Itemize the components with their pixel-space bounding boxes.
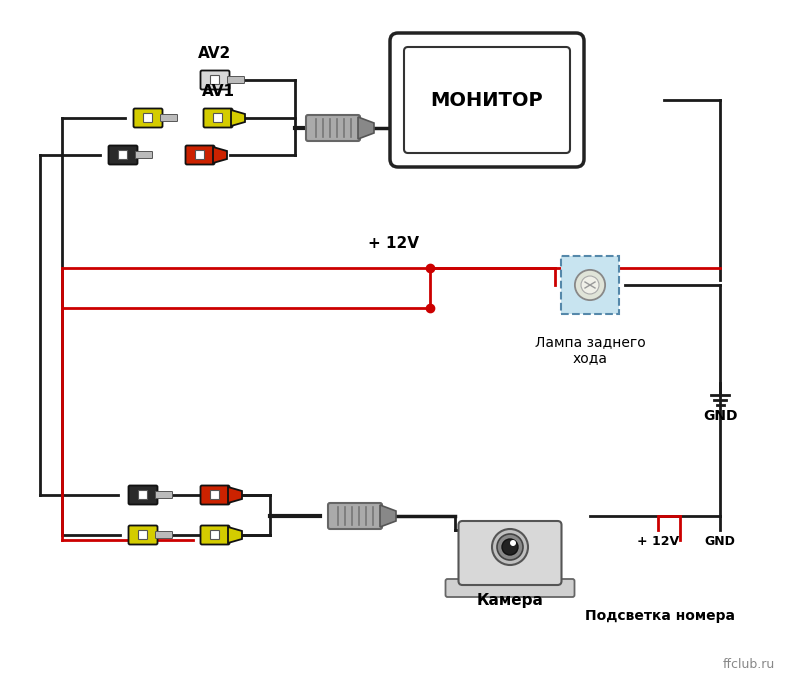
FancyBboxPatch shape	[138, 531, 147, 539]
FancyBboxPatch shape	[195, 151, 205, 160]
FancyBboxPatch shape	[390, 33, 584, 167]
Circle shape	[581, 276, 599, 294]
Polygon shape	[228, 527, 242, 543]
Text: + 12V: + 12V	[368, 236, 419, 251]
FancyBboxPatch shape	[306, 115, 360, 141]
FancyBboxPatch shape	[118, 151, 127, 160]
FancyBboxPatch shape	[210, 490, 219, 499]
Text: Камера: Камера	[477, 593, 543, 608]
FancyBboxPatch shape	[203, 108, 233, 128]
FancyBboxPatch shape	[214, 113, 222, 123]
Text: Подсветка номера: Подсветка номера	[585, 609, 735, 623]
Polygon shape	[213, 147, 227, 163]
FancyBboxPatch shape	[458, 521, 562, 585]
FancyBboxPatch shape	[129, 526, 158, 544]
Polygon shape	[231, 110, 245, 126]
FancyBboxPatch shape	[186, 145, 214, 164]
Circle shape	[510, 540, 516, 546]
Text: GND: GND	[702, 409, 738, 423]
Circle shape	[575, 270, 605, 300]
Bar	[562, 256, 619, 314]
Text: AV2: AV2	[198, 46, 232, 61]
FancyBboxPatch shape	[201, 526, 230, 544]
FancyBboxPatch shape	[109, 145, 138, 164]
Text: ffclub.ru: ffclub.ru	[722, 658, 775, 671]
Text: Лампа заднего
хода: Лампа заднего хода	[534, 335, 646, 365]
FancyBboxPatch shape	[227, 76, 245, 83]
Text: GND: GND	[705, 535, 735, 548]
Text: + 12V: + 12V	[637, 535, 679, 548]
Text: МОНИТОР: МОНИТОР	[430, 91, 543, 110]
FancyBboxPatch shape	[129, 486, 158, 505]
Polygon shape	[380, 505, 396, 527]
FancyBboxPatch shape	[161, 115, 178, 121]
FancyBboxPatch shape	[155, 531, 173, 539]
FancyBboxPatch shape	[328, 503, 382, 529]
FancyBboxPatch shape	[201, 486, 230, 505]
Polygon shape	[358, 117, 374, 139]
FancyBboxPatch shape	[210, 76, 219, 85]
FancyBboxPatch shape	[210, 531, 219, 539]
FancyBboxPatch shape	[143, 113, 153, 123]
FancyBboxPatch shape	[134, 108, 162, 128]
FancyBboxPatch shape	[155, 492, 173, 499]
Circle shape	[492, 529, 528, 565]
FancyBboxPatch shape	[404, 47, 570, 153]
Circle shape	[502, 539, 518, 555]
Polygon shape	[228, 487, 242, 503]
Circle shape	[497, 534, 523, 560]
FancyBboxPatch shape	[135, 151, 153, 158]
FancyBboxPatch shape	[446, 579, 574, 597]
Text: AV1: AV1	[202, 84, 234, 99]
FancyBboxPatch shape	[138, 490, 147, 499]
FancyBboxPatch shape	[201, 70, 230, 89]
